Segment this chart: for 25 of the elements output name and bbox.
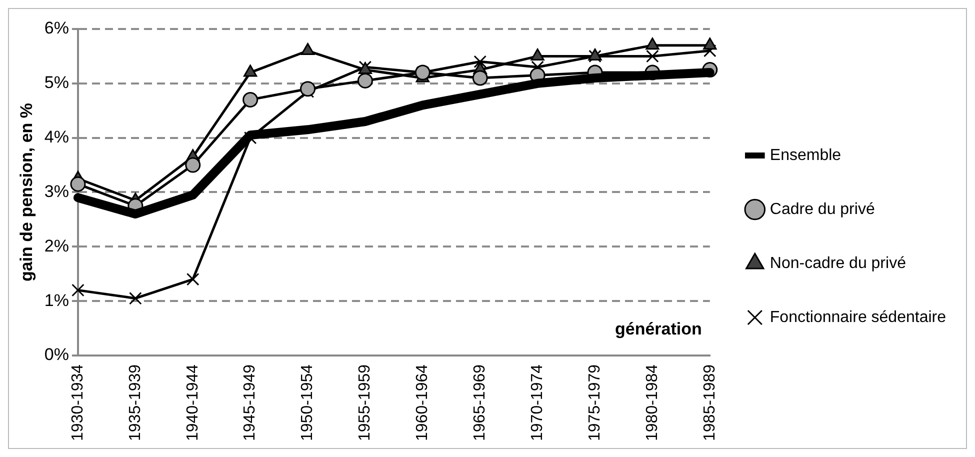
x-tick-label: 1950-1954: [299, 364, 316, 441]
y-tick-label: 2%: [44, 236, 69, 256]
x-tick-label: 1945-1949: [242, 364, 259, 441]
y-tick-label: 6%: [44, 18, 69, 38]
x-tick-label: 1970-1974: [528, 364, 546, 441]
x-tick-label: 1960-1964: [414, 364, 432, 441]
y-tick-label: 3%: [44, 182, 69, 201]
x-axis-title: génération: [614, 319, 702, 338]
x-tick-label: 1940-1944: [184, 364, 202, 441]
y-tick-label: 4%: [44, 128, 69, 147]
x-tick-label: 1980-1984: [644, 364, 661, 441]
x-tick-label: 1975-1979: [586, 364, 604, 441]
x-tick-label: 1930-1934: [69, 364, 86, 441]
x-tick-label: 1985-1989: [701, 364, 718, 441]
y-axis-title: gain de pension, en %: [16, 102, 36, 282]
x-tick-label: 1955-1959: [356, 364, 374, 441]
legend-label: Cadre du privé: [770, 200, 875, 218]
legend-label: Fonctionnaire sédentaire: [770, 308, 946, 326]
y-tick-label: 0%: [44, 345, 69, 364]
y-tick-label: 1%: [44, 290, 69, 310]
x-tick-label: 1935-1939: [126, 364, 144, 441]
x-tick-label: 1965-1969: [472, 364, 489, 441]
y-tick-label: 5%: [44, 73, 69, 92]
legend-label: Non-cadre du privé: [770, 254, 906, 272]
legend-label: Ensemble: [770, 146, 842, 164]
